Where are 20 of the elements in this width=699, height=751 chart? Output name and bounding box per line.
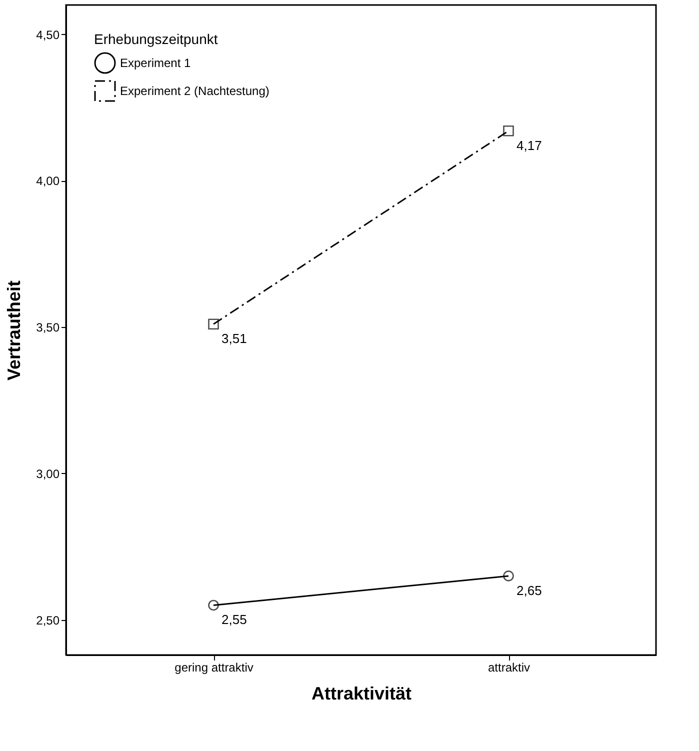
x-axis-title: Attraktivität	[311, 684, 412, 704]
y-tick-label: 3,50	[36, 320, 60, 335]
legend-title: Erhebungszeitpunkt	[94, 31, 218, 47]
data-label: 3,51	[222, 331, 247, 346]
y-axis-title: Vertrautheit	[4, 280, 24, 381]
x-tick-label: gering attraktiv	[174, 660, 254, 674]
y-tick-label: 4,00	[36, 174, 60, 188]
point	[503, 126, 514, 136]
point	[503, 570, 514, 582]
y-tick-label: 2,50	[36, 613, 60, 628]
point	[208, 600, 219, 611]
legend-label: Experiment 1	[120, 56, 192, 70]
legend-label: Experiment 2 (Nachtestung)	[120, 84, 270, 98]
data-label: 2,55	[222, 612, 247, 628]
data-label: 2,65	[516, 582, 542, 598]
point	[208, 318, 219, 330]
y-tick-label: 4,50	[36, 28, 60, 42]
data-label: 4,17	[516, 138, 542, 153]
x-tick-label: attraktiv	[488, 660, 530, 674]
y-tick-label: 3,00	[36, 466, 60, 481]
